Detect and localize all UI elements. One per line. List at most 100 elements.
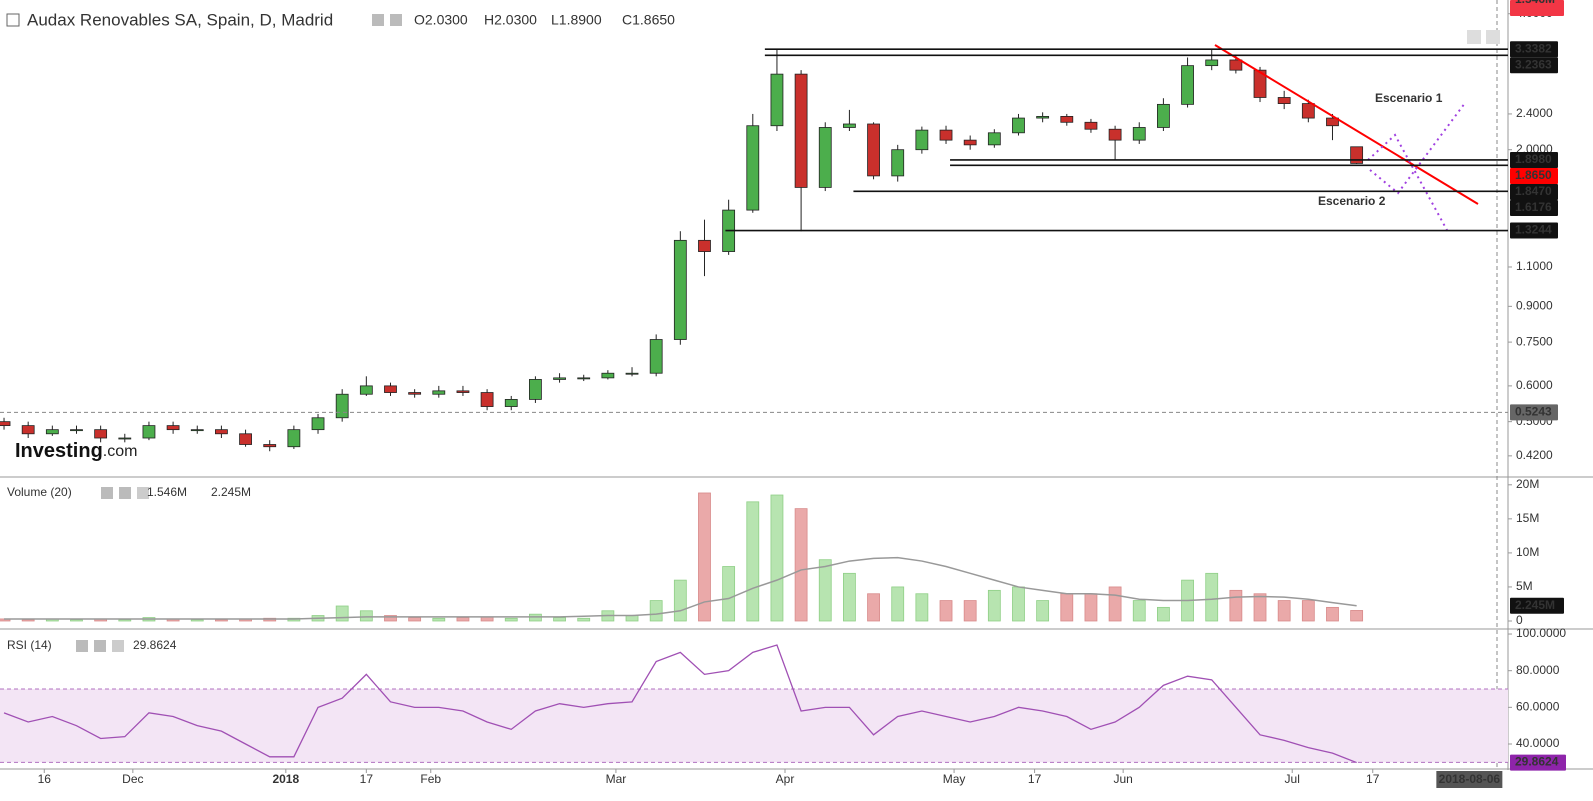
crosshair-date-label: 2018-08-06 [1439,772,1501,786]
eye-icon[interactable] [101,487,113,499]
volume-bar [698,492,711,622]
volume-bar [335,605,349,622]
candle-body [432,390,446,395]
candle-body [480,392,494,407]
settings-icon[interactable] [390,14,402,26]
volume-bar [915,593,929,622]
candle-body [963,139,977,146]
volume-bar [70,619,83,622]
candle-body [1229,59,1243,71]
rsi-line [3,644,1357,764]
y-tick-label: 1.1000 [1516,259,1553,273]
volume-bar [746,501,760,622]
candle-body [1181,65,1194,105]
candle-body [601,372,615,379]
candle-body [625,372,639,375]
eye-icon[interactable] [76,640,88,652]
volume-bar [1253,593,1267,622]
volume-bar [1229,589,1243,622]
x-tick-label: 17 [360,772,374,786]
candle-body [818,127,832,188]
y-tick-label: 15M [1516,511,1539,525]
crosshair-date-box [1436,771,1503,788]
candle-body [1060,116,1074,123]
candle-body [70,429,83,432]
x-tick-label: Feb [420,772,441,786]
volume-ma-last: 2.245M [211,485,251,499]
level-label-box [1510,57,1558,74]
ohlc-low: L1.8900 [551,12,602,28]
last-price-label: 1.8650 [1515,168,1552,182]
candle-body [915,129,929,151]
volume-bar [1301,600,1315,622]
scenario-path [1369,102,1466,195]
candle-body [529,379,542,400]
y-tick-label: 5M [1516,579,1533,593]
level-label: 1.6176 [1515,200,1552,214]
close-icon[interactable] [112,640,124,652]
last-price-label-box [1510,167,1558,184]
ohlc-high: H2.0300 [484,12,537,28]
volume-bar [673,579,687,622]
volume-bar [1036,600,1050,622]
close-icon[interactable] [137,487,149,499]
level-label-box [1510,41,1558,58]
volume-bar [722,566,736,622]
candle-body [142,425,156,439]
crosshair-price-label: 0.5243 [1515,405,1552,419]
candle-body [359,385,373,395]
volume-bar [1326,606,1339,622]
info-icon[interactable] [1467,30,1481,44]
trend-line [1214,44,1479,205]
candle-body [987,132,1001,146]
volume-bar [1157,606,1170,622]
candle-body [1108,128,1122,141]
level-label-box [1510,151,1558,168]
candle-body [698,239,711,252]
volume-bar [794,508,808,622]
volume-bar [625,615,639,622]
annotation: Escenario 2 [1318,194,1386,208]
candle-body [21,425,35,435]
candle-body [118,437,132,440]
candle-body [0,421,11,427]
collapse-icon[interactable] [6,13,20,27]
y-tick-label: 0.9000 [1516,299,1553,313]
y-tick-label: 100.0000 [1516,626,1566,640]
x-tick-label: Jun [1113,772,1132,786]
volume-bar [504,617,518,622]
volume-bar [1012,586,1025,622]
volume-bar [577,617,591,622]
settings-icon[interactable] [119,487,131,499]
level-label-box [1510,222,1558,239]
menu-icon[interactable] [1486,30,1500,44]
level-label: 3.3382 [1515,41,1552,55]
candle-body [166,425,180,431]
candle-body [239,433,252,445]
watermark-suffix: .com [103,443,138,460]
candle-body [1205,59,1219,67]
volume-bar [553,617,566,622]
volume-bar [456,617,470,622]
x-tick-label: 17 [1366,772,1380,786]
candle-body [577,377,591,380]
candle-body [1157,103,1170,128]
volume-bar [384,615,397,622]
volume-bar [818,559,832,622]
x-tick-label: Apr [776,772,795,786]
annotation: Escenario 1 [1375,91,1443,105]
volume-bar [21,619,35,622]
y-tick-label: 0.6000 [1516,378,1553,392]
ohlc-close: C1.8650 [622,12,675,28]
volume-ma-line [4,556,1357,620]
ohlc-open: O2.0300 [414,12,468,28]
volume-bar [118,619,132,622]
rsi-band [0,689,1508,763]
candle-body [1277,97,1291,104]
candle-body [263,444,277,448]
settings-icon[interactable] [94,640,106,652]
eye-icon[interactable] [372,14,384,26]
candle-body [1036,116,1050,119]
volume-label-box [1510,0,1564,16]
volume-bar [1060,593,1074,622]
